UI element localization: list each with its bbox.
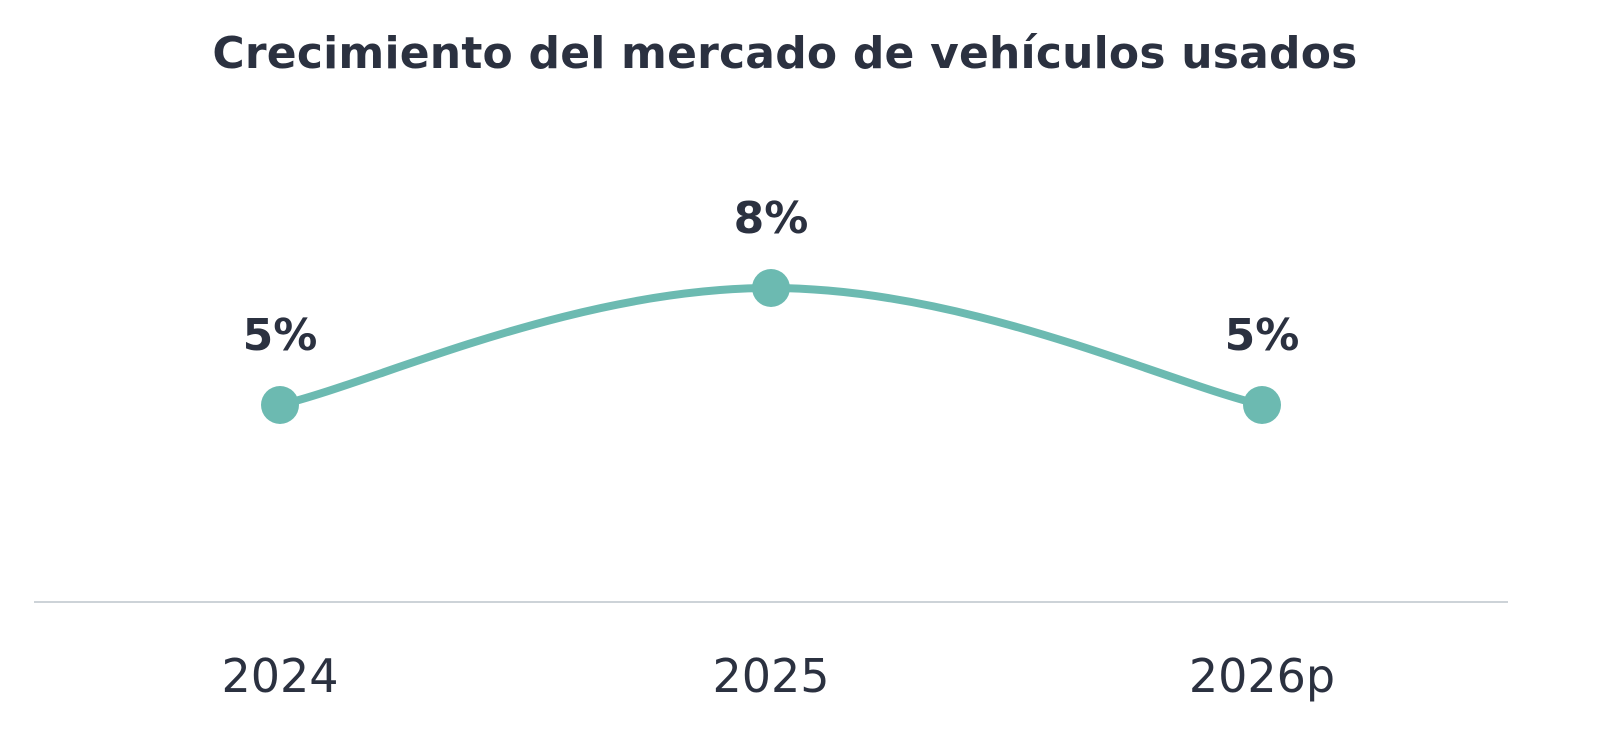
x-tick-label: 2026p <box>1189 649 1335 703</box>
chart-title: Crecimiento del mercado de vehículos usa… <box>212 28 1358 79</box>
data-point <box>261 386 299 424</box>
data-label: 8% <box>734 193 809 244</box>
x-tick-label: 2025 <box>712 649 829 703</box>
x-tick-labels: 2024 2025 2026p <box>221 649 1335 703</box>
data-labels: 5% 8% 5% <box>243 193 1300 361</box>
data-point <box>1243 386 1281 424</box>
x-tick-label: 2024 <box>221 649 338 703</box>
data-label: 5% <box>243 310 318 361</box>
data-label: 5% <box>1225 310 1300 361</box>
data-points <box>261 269 1281 424</box>
data-point <box>752 269 790 307</box>
